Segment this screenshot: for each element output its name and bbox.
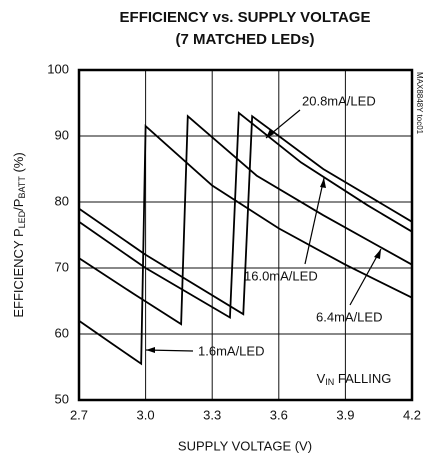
x-axis-label: SUPPLY VOLTAGE (V) bbox=[178, 438, 312, 453]
annotation: VIN FALLING bbox=[317, 371, 392, 387]
y-label-part: /P bbox=[11, 199, 26, 211]
series-label: 1.6mA/LED bbox=[198, 343, 264, 358]
arrowheads bbox=[146, 129, 381, 353]
x-tick-label: 3.9 bbox=[336, 407, 354, 422]
x-tick-label: 3.0 bbox=[137, 407, 155, 422]
plot-frame bbox=[77, 68, 414, 402]
series-line bbox=[78, 114, 413, 316]
chart-subtitle: (7 MATCHED LEDs) bbox=[176, 31, 315, 48]
x-tick-label: 2.7 bbox=[70, 407, 88, 422]
y-tick-label: 50 bbox=[55, 391, 69, 406]
note-part: FALLING bbox=[334, 371, 391, 386]
y-tick-label: 80 bbox=[55, 193, 69, 208]
y-tick-label: 90 bbox=[55, 127, 69, 142]
series-label: 6.4mA/LED bbox=[316, 309, 382, 324]
y-label-part: (%) bbox=[11, 152, 26, 176]
x-tick-label: 4.2 bbox=[403, 407, 421, 422]
series-line bbox=[78, 124, 413, 366]
y-axis-label: EFFICIENCY PLED/PBATT (%) bbox=[11, 152, 27, 317]
note-part: V bbox=[317, 371, 326, 386]
chart-title: EFFICIENCY vs. SUPPLY VOLTAGE bbox=[120, 9, 371, 26]
y-tick-label: 100 bbox=[47, 61, 69, 76]
arrow bbox=[349, 248, 382, 306]
y-tick-label: 70 bbox=[55, 259, 69, 274]
x-tick-label: 3.3 bbox=[203, 407, 221, 422]
series-line bbox=[78, 111, 413, 320]
figure-code: MAX8848Y toc01 bbox=[415, 72, 424, 135]
y-label-sub: BATT bbox=[17, 176, 27, 199]
note-sub: IN bbox=[325, 377, 334, 387]
series-label: 20.8mA/LED bbox=[302, 93, 376, 108]
arrows bbox=[145, 109, 382, 353]
y-label-sub: LED bbox=[17, 210, 27, 228]
series-label: 16.0mA/LED bbox=[244, 268, 318, 283]
series-line bbox=[78, 114, 413, 326]
arrow bbox=[304, 177, 325, 265]
y-label-part: EFFICIENCY P bbox=[11, 228, 26, 317]
y-tick-label: 60 bbox=[55, 325, 69, 340]
x-tick-label: 3.6 bbox=[270, 407, 288, 422]
